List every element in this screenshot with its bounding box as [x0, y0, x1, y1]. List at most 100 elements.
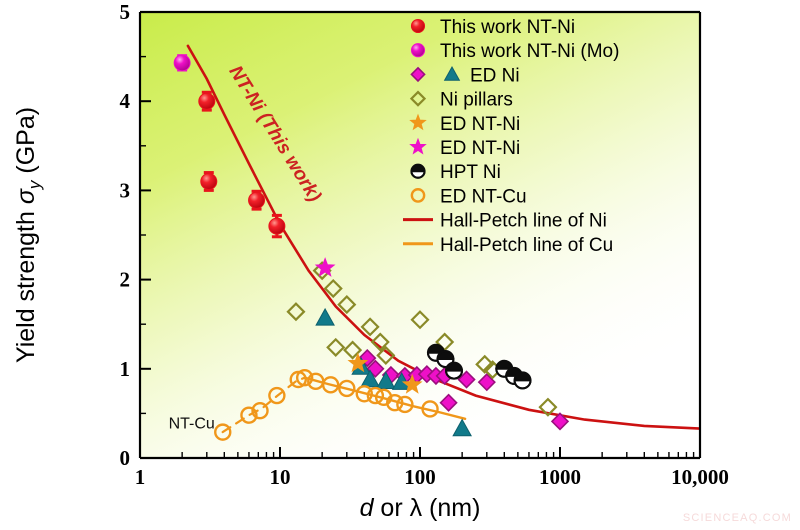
- curve-hall-petch-line-of-cu: [303, 376, 467, 420]
- marker-sphere-circle: [198, 92, 216, 110]
- marker-triangle-teal: [360, 369, 380, 388]
- marker-diamond-open-olive: [343, 340, 363, 360]
- legend-label: This work NT-Ni (Mo): [440, 41, 619, 62]
- x-tick-label: 1: [135, 465, 146, 489]
- y-tick-label: 4: [120, 89, 131, 113]
- marker-circle-open-orange: [410, 188, 426, 203]
- marker-sphere-circle: [410, 18, 426, 34]
- data-layer: [173, 44, 700, 441]
- y-axis-title-main: Yield strength: [12, 204, 40, 363]
- marker-diamond-open-olive: [475, 354, 495, 374]
- marker-diamond-open-magenta: [457, 370, 476, 389]
- legend-item[interactable]: HPT Ni: [410, 162, 501, 183]
- series-ed-nt-ni-magenta: [314, 257, 336, 277]
- marker-circle-open-orange: [421, 400, 439, 418]
- marker-diamond-open-olive: [286, 302, 306, 322]
- curve-nt-cu-rising-dashed-segment: [221, 376, 306, 434]
- marker-star-orange: [409, 113, 427, 131]
- marker-diamond-open-magenta: [550, 412, 570, 431]
- marker-sphere-circle: [268, 217, 286, 235]
- marker-diamond-open-olive: [409, 90, 427, 107]
- series-ed-nt-ni-orange: [347, 352, 423, 394]
- x-tick-label: 10: [270, 465, 291, 489]
- legend-label: ED NT-Cu: [440, 186, 527, 207]
- y-tick-label: 2: [120, 268, 131, 292]
- legend-label: This work NT-Ni: [440, 17, 575, 38]
- marker-circle-open-orange: [338, 379, 356, 398]
- legend-label: ED NT-Ni: [440, 138, 520, 159]
- marker-diamond-open-olive: [538, 397, 558, 417]
- y-axis-title-unit: (GPa): [12, 107, 40, 181]
- marker-diamond-open-magenta: [439, 393, 458, 412]
- x-axis-title-rest: or λ (nm): [373, 494, 480, 522]
- marker-circle-open-orange: [251, 402, 269, 420]
- marker-diamond-open-olive: [410, 310, 430, 330]
- marker-circle-open-orange: [240, 406, 258, 424]
- series-ed-nt-cu: [214, 369, 439, 441]
- x-tick-label: 100: [404, 465, 436, 489]
- nt-cu-curve-label: NT-Cu: [169, 416, 215, 433]
- marker-hpt-black: [513, 371, 532, 390]
- legend-item[interactable]: Hall-Petch line of Cu: [403, 235, 613, 256]
- legend-item[interactable]: ED NT-Ni: [409, 137, 521, 159]
- marker-circle-open-orange: [355, 385, 373, 403]
- marker-sphere-circle: [200, 172, 218, 190]
- marker-hpt-black: [410, 163, 426, 179]
- marker-circle-open-orange: [268, 386, 286, 405]
- marker-triangle-teal: [315, 307, 335, 326]
- x-tick-label: 10,000: [671, 465, 729, 489]
- legend-item[interactable]: ED NT-Cu: [410, 186, 527, 207]
- series-hpt-ni: [426, 343, 532, 390]
- legend-label: Ni pillars: [440, 90, 513, 111]
- marker-star-orange: [347, 352, 369, 373]
- marker-star-magenta: [409, 137, 427, 155]
- marker-star-orange: [401, 373, 423, 394]
- svg-text:d or λ (nm): d or λ (nm): [360, 494, 481, 522]
- marker-circle-open-orange: [214, 423, 232, 441]
- marker-circle-open-orange: [396, 395, 414, 414]
- marker-diamond-open-magenta: [477, 373, 496, 392]
- marker-diamond-open-olive: [370, 332, 390, 352]
- marker-circle-open-orange: [366, 386, 385, 405]
- chart-legend: This work NT-Ni This work NT-Ni (Mo) ED Ni…: [403, 17, 619, 256]
- marker-diamond-plus-triangle: [410, 65, 461, 83]
- legend-item[interactable]: This work NT-Ni (Mo): [410, 41, 619, 62]
- legend-item[interactable]: This work NT-Ni: [410, 17, 575, 38]
- marker-triangle-teal: [391, 372, 412, 390]
- legend-item[interactable]: Hall-Petch line of Ni: [403, 211, 607, 232]
- curve-hall-petch-line-of-ni: [186, 44, 700, 430]
- x-tick-label: 1000: [539, 465, 581, 489]
- y-axis-title-sigma: σ: [12, 188, 40, 204]
- marker-sphere-circle: [410, 43, 426, 58]
- marker-triangle-teal: [375, 371, 396, 389]
- series-this-work-nt-ni: [198, 90, 286, 239]
- y-tick-label: 3: [120, 178, 131, 202]
- marker-diamond-open-olive: [337, 295, 357, 315]
- marker-triangle-teal: [452, 418, 472, 437]
- marker-star-magenta: [314, 257, 336, 277]
- marker-circle-open-orange: [295, 369, 314, 387]
- y-tick-label: 1: [120, 357, 131, 381]
- marker-diamond-open-olive: [376, 345, 396, 365]
- marker-hpt-black: [445, 361, 464, 380]
- x-axis-title: d or λ (nm): [360, 494, 481, 522]
- legend-label: Hall-Petch line of Ni: [440, 211, 607, 232]
- marker-diamond-open-olive: [360, 317, 380, 337]
- axis-ticks: [139, 11, 701, 459]
- x-axis-title-italic: d: [360, 494, 375, 522]
- legend-item[interactable]: Ni pillars: [409, 90, 513, 111]
- svg-text:Yield strength σy (GPa): Yield strength σy (GPa): [12, 107, 44, 363]
- y-tick-label: 0: [120, 446, 131, 470]
- marker-circle-open-orange: [321, 376, 340, 394]
- legend-item[interactable]: ED Ni: [410, 65, 520, 86]
- legend-label: Hall-Petch line of Cu: [440, 235, 613, 256]
- y-tick-label: 5: [120, 0, 131, 24]
- marker-sphere-circle: [248, 191, 266, 209]
- legend-item[interactable]: ED NT-Ni: [409, 113, 521, 135]
- legend-label: HPT Ni: [440, 162, 501, 183]
- marker-circle-open-orange: [386, 393, 404, 412]
- marker-diamond-open-olive: [323, 278, 343, 299]
- watermark: SCIENCEAQ.COM: [682, 512, 792, 524]
